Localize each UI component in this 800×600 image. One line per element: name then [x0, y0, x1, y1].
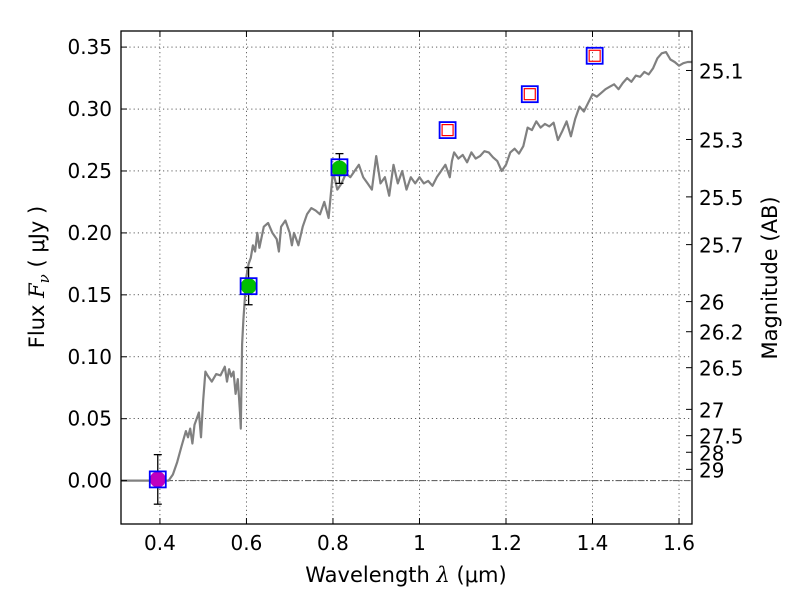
- mag-tick-label: 28: [699, 441, 724, 465]
- detection-point: [240, 278, 257, 295]
- mag-tick-label: 25.1: [699, 59, 744, 83]
- y-axis-label-subscript: ν: [35, 274, 53, 283]
- y-tick-label: 0.25: [67, 159, 112, 183]
- spectrum-line: [121, 51, 692, 482]
- y-tick-label: 0.05: [67, 407, 112, 431]
- mag-tick-label: 26.5: [699, 357, 744, 381]
- y-tick-label: 0.10: [67, 345, 112, 369]
- mag-tick-label: 25.5: [699, 186, 744, 210]
- x-axis-label-unit: (μm): [450, 563, 507, 587]
- y-tick-label: 0.00: [67, 469, 112, 493]
- inner-red-square: [588, 49, 601, 62]
- y-tick-label: 0.35: [67, 35, 112, 59]
- x-axis-label-symbol: λ: [436, 563, 450, 587]
- mag-tick-label: 27: [699, 398, 724, 422]
- y-axis-label: Flux Fν ( μJy ): [25, 206, 53, 348]
- grid-lines: [121, 31, 692, 524]
- inner-red-square: [523, 88, 536, 101]
- mag-tick-label: 27.5: [699, 425, 744, 449]
- model-band-square: [585, 46, 604, 65]
- y-tick-label: 0.15: [67, 283, 112, 307]
- y2-axis-label: Magnitude (AB): [758, 196, 782, 359]
- detection-point: [149, 471, 166, 488]
- y-tick-label: 0.20: [67, 221, 112, 245]
- model-band-square: [148, 470, 167, 489]
- mag-tick-label: 26: [699, 291, 724, 315]
- x-tick-label: 1.6: [663, 531, 695, 555]
- x-tick-label: 0.6: [231, 531, 263, 555]
- photometry-markers: [148, 46, 604, 505]
- mag-tick-label: 25.7: [699, 234, 744, 258]
- model-band-square: [520, 85, 539, 104]
- mag-tick-label: 25.3: [699, 128, 744, 152]
- model-band-square: [330, 158, 349, 177]
- mag-tick-label: 29: [699, 458, 724, 482]
- y-axis-label-prefix: Flux: [25, 298, 49, 348]
- x-axis-label-prefix: Wavelength: [305, 563, 436, 587]
- plot-frame: [120, 30, 693, 525]
- model-band-square: [239, 277, 258, 296]
- y-axis-label-symbol: F: [25, 282, 49, 299]
- x-tick-label: 0.8: [317, 531, 349, 555]
- x-tick-label: 1: [413, 531, 426, 555]
- y-axis-label-unit: ( μJy ): [25, 206, 49, 274]
- x-tick-label: 0.4: [144, 531, 176, 555]
- axis-ticks: 0.4 0.6 0.8 1 1.2 1.4 1.6 0.00 0.05 0.10 0.15 0.20 0…: [67, 31, 744, 555]
- detection-point: [331, 160, 348, 177]
- x-axis-label: Wavelength λ (μm): [305, 563, 506, 587]
- y-tick-label: 0.30: [67, 97, 112, 121]
- model-spectrum: [121, 51, 692, 482]
- x-tick-label: 1.4: [577, 531, 609, 555]
- mag-tick-label: 26.2: [699, 321, 744, 345]
- x-tick-label: 1.2: [490, 531, 522, 555]
- inner-red-square: [441, 123, 454, 137]
- model-band-square: [438, 121, 457, 139]
